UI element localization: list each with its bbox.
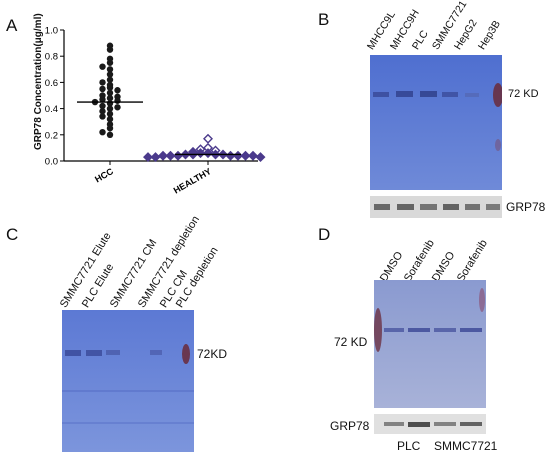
data-point: [99, 63, 106, 70]
x-tick-label: HEALTHY: [172, 166, 213, 196]
panel-b-blot-strip: [370, 196, 502, 218]
lane-label: DMSO: [429, 249, 458, 284]
data-point: [248, 150, 258, 161]
data-point: [106, 105, 114, 112]
data-point: [99, 79, 106, 86]
data-point: [114, 87, 121, 94]
panel-d-strip-label: GRP78: [330, 419, 370, 433]
panel-d-blot-strip: [374, 414, 486, 434]
panel-letter-c: C: [6, 225, 19, 244]
scatter-plot: 0.0 0.2 0.4 0.6 0.8 1.0 HCC HEALTHY: [45, 26, 266, 196]
data-point: [99, 102, 106, 110]
y-tick-label: 0.4: [45, 104, 58, 115]
panel-b-marker-label: 72 KD: [508, 88, 539, 100]
data-point: [99, 85, 106, 93]
data-point: [106, 131, 114, 138]
data-point: [114, 97, 121, 104]
data-point: [106, 59, 114, 66]
panel-a-chart: 0.0 0.2 0.4 0.6 0.8 1.0 HCC HEALTHY GRP78 Conce…: [0, 0, 300, 220]
data-point: [143, 152, 153, 163]
panel-b-strip-label: GRP78: [506, 200, 546, 214]
panel-c-gel: [62, 310, 194, 452]
data-point: [106, 89, 114, 97]
y-tick-label: 1.0: [45, 26, 58, 37]
data-point: [255, 152, 266, 163]
y-tick-label: 0.8: [45, 52, 58, 63]
y-axis-label: GRP78 Concentration(μg/ml): [33, 13, 44, 150]
data-point: [106, 66, 114, 73]
panel-c-marker-label: 72KD: [197, 347, 228, 361]
y-tick-label: 0.6: [45, 78, 58, 89]
data-point: [106, 71, 114, 78]
data-point: [106, 76, 114, 83]
panel-d-gel: [374, 280, 486, 408]
panel-letter-b: B: [318, 10, 330, 29]
panel-letter-a: A: [6, 16, 18, 35]
lane-label: Hep3B: [475, 18, 504, 52]
y-tick-label: 0.2: [45, 130, 58, 141]
data-point: [99, 96, 106, 103]
data-point: [99, 108, 106, 115]
data-point: [203, 133, 213, 144]
data-point: [106, 94, 114, 102]
x-tick-label: HCC: [93, 166, 115, 185]
data-point: [158, 150, 168, 161]
panel-letter-d: D: [318, 225, 331, 244]
data-point: [106, 110, 114, 118]
y-tick-label: 0.0: [45, 157, 58, 168]
data-point: [106, 115, 114, 123]
panel-d-group-label: SMMC7721: [434, 439, 498, 453]
lane-label: PLC: [409, 28, 431, 52]
data-point: [99, 113, 106, 120]
data-point: [106, 84, 114, 91]
data-point: [99, 128, 106, 136]
data-point: [165, 150, 176, 161]
data-point: [114, 104, 121, 111]
panel-d-group-label: PLC: [397, 439, 421, 453]
lane-label: DMSO: [377, 249, 406, 284]
panel-b-gel: [370, 55, 502, 190]
data-point: [150, 152, 161, 163]
data-point: [240, 150, 251, 161]
data-point: [106, 125, 114, 132]
data-point: [106, 46, 114, 53]
lane-label: Sorafenib: [454, 237, 490, 284]
panel-d-marker-label: 72 KD: [334, 335, 368, 349]
